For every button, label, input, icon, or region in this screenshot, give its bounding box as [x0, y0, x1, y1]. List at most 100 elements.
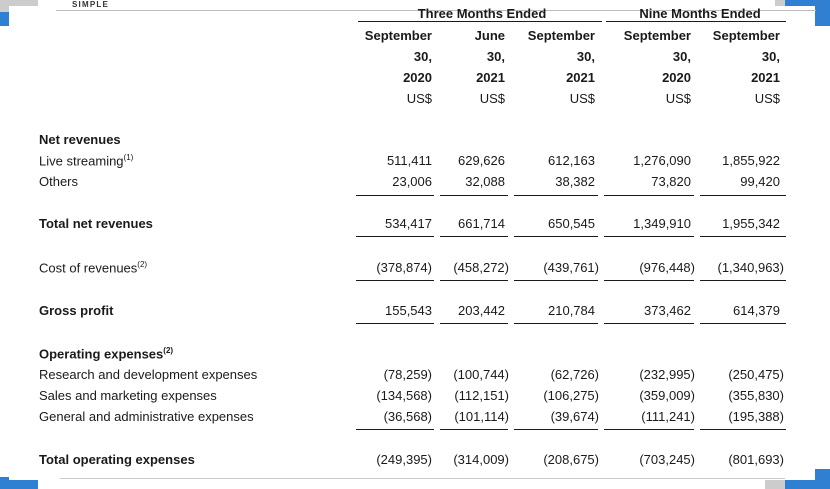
- research-col3: (62,726): [550, 367, 599, 382]
- col1-day: 30,: [413, 49, 432, 64]
- opex-line-col2: [440, 429, 508, 430]
- research-col5: (250,475): [728, 367, 784, 382]
- subtotal-line-col2: [440, 195, 508, 196]
- gross-line-col1: [356, 323, 434, 324]
- total-line-col3: [514, 236, 598, 237]
- opex-line-col5: [700, 429, 786, 430]
- total-opex-col2: (314,009): [453, 452, 509, 467]
- total-opex-col3: (208,675): [543, 452, 599, 467]
- cost-of-revenues-label: Cost of revenues(2): [39, 260, 148, 276]
- total-opex-label: Total operating expenses: [39, 452, 195, 467]
- gross-profit-col2: 203,442: [458, 303, 505, 318]
- col3-year: 2021: [566, 70, 595, 85]
- col4-day: 30,: [672, 49, 691, 64]
- research-col4: (232,995): [639, 367, 695, 382]
- sales-col1: (134,568): [376, 388, 432, 403]
- gross-line-col3: [514, 323, 598, 324]
- total-line-col2: [440, 236, 508, 237]
- cost-of-revenues-col1: (378,874): [376, 260, 432, 275]
- nine-months-underline: [606, 21, 786, 22]
- total-line-col5: [700, 236, 786, 237]
- sales-col3: (106,275): [543, 388, 599, 403]
- frame-corner-bottom-left: [0, 477, 38, 489]
- col2-day: 30,: [486, 49, 505, 64]
- cost-line-col5: [700, 280, 786, 281]
- total-net-revenues-col2: 661,714: [458, 216, 505, 231]
- total-opex-col1: (249,395): [376, 452, 432, 467]
- gross-profit-col1: 155,543: [385, 303, 432, 318]
- total-net-revenues-label: Total net revenues: [39, 216, 153, 231]
- subtotal-line-col5: [700, 195, 786, 196]
- gross-line-col4: [604, 323, 694, 324]
- col3-currency: US$: [569, 91, 595, 106]
- opex-line-col4: [604, 429, 694, 430]
- live-streaming-label: Live streaming(1): [39, 153, 134, 169]
- live-streaming-col2: 629,626: [458, 153, 505, 168]
- col5-currency: US$: [754, 91, 780, 106]
- sales-label: Sales and marketing expenses: [39, 388, 217, 403]
- total-opex-col4: (703,245): [639, 452, 695, 467]
- cost-line-col3: [514, 280, 598, 281]
- three-months-header: Three Months Ended: [417, 6, 547, 21]
- general-col3: (39,674): [550, 409, 599, 424]
- sales-col5: (355,830): [728, 388, 784, 403]
- cost-of-revenues-col3: (439,761): [543, 260, 599, 275]
- subtotal-line-col1: [356, 195, 434, 196]
- live-streaming-col4: 1,276,090: [633, 153, 691, 168]
- others-col2: 32,088: [465, 174, 505, 189]
- total-net-revenues-col4: 1,349,910: [633, 216, 691, 231]
- nine-months-header: Nine Months Ended: [639, 6, 761, 21]
- others-col3: 38,382: [555, 174, 595, 189]
- research-col1: (78,259): [383, 367, 432, 382]
- col2-month: June: [474, 28, 505, 43]
- sales-col2: (112,151): [454, 388, 509, 403]
- general-label: General and administrative expenses: [39, 409, 254, 424]
- cost-line-col2: [440, 280, 508, 281]
- col3-month: September: [527, 28, 595, 43]
- live-streaming-footnote: (1): [123, 153, 134, 162]
- statement-sheet: [9, 6, 815, 480]
- others-col1: 23,006: [392, 174, 432, 189]
- gross-line-col5: [700, 323, 786, 324]
- total-net-revenues-col1: 534,417: [385, 216, 432, 231]
- bottom-divider: [60, 478, 785, 479]
- general-col4: (111,241): [641, 409, 695, 424]
- research-label: Research and development expenses: [39, 367, 258, 382]
- cost-of-revenues-col5: (1,340,963): [717, 260, 785, 275]
- col5-year: 2021: [751, 70, 780, 85]
- subtotal-line-col3: [514, 195, 598, 196]
- cost-line-col4: [604, 280, 694, 281]
- gross-line-col2: [440, 323, 508, 324]
- gross-profit-label: Gross profit: [39, 303, 114, 318]
- general-col2: (101,114): [454, 409, 509, 424]
- total-opex-col5: (801,693): [728, 452, 784, 467]
- total-line-col1: [356, 236, 434, 237]
- others-col5: 99,420: [740, 174, 780, 189]
- total-net-revenues-col5: 1,955,342: [722, 216, 780, 231]
- frame-strip-bottom-right: [765, 477, 785, 489]
- brand-label: SIMPLE: [72, 0, 109, 9]
- col5-day: 30,: [761, 49, 780, 64]
- three-months-underline: [358, 21, 602, 22]
- col4-currency: US$: [665, 91, 691, 106]
- others-label: Others: [39, 174, 79, 189]
- sales-col4: (359,009): [639, 388, 695, 403]
- general-col5: (195,388): [728, 409, 784, 424]
- col1-currency: US$: [406, 91, 432, 106]
- operating-expenses-heading: Operating expenses(2): [39, 346, 174, 362]
- live-streaming-col1: 511,411: [386, 153, 432, 168]
- col2-currency: US$: [479, 91, 505, 106]
- col2-year: 2021: [476, 70, 505, 85]
- opex-line-col3: [514, 429, 598, 430]
- col4-month: September: [623, 28, 691, 43]
- gross-profit-col4: 373,462: [644, 303, 691, 318]
- subtotal-line-col4: [604, 195, 694, 196]
- col1-month: September: [364, 28, 432, 43]
- cost-of-revenues-col4: (976,448): [639, 260, 695, 275]
- gross-profit-col5: 614,379: [733, 303, 780, 318]
- cost-of-revenues-footnote: (2): [137, 260, 148, 269]
- brand-divider: [56, 10, 816, 11]
- col1-year: 2020: [403, 70, 432, 85]
- opex-line-col1: [356, 429, 434, 430]
- live-streaming-col5: 1,855,922: [722, 153, 780, 168]
